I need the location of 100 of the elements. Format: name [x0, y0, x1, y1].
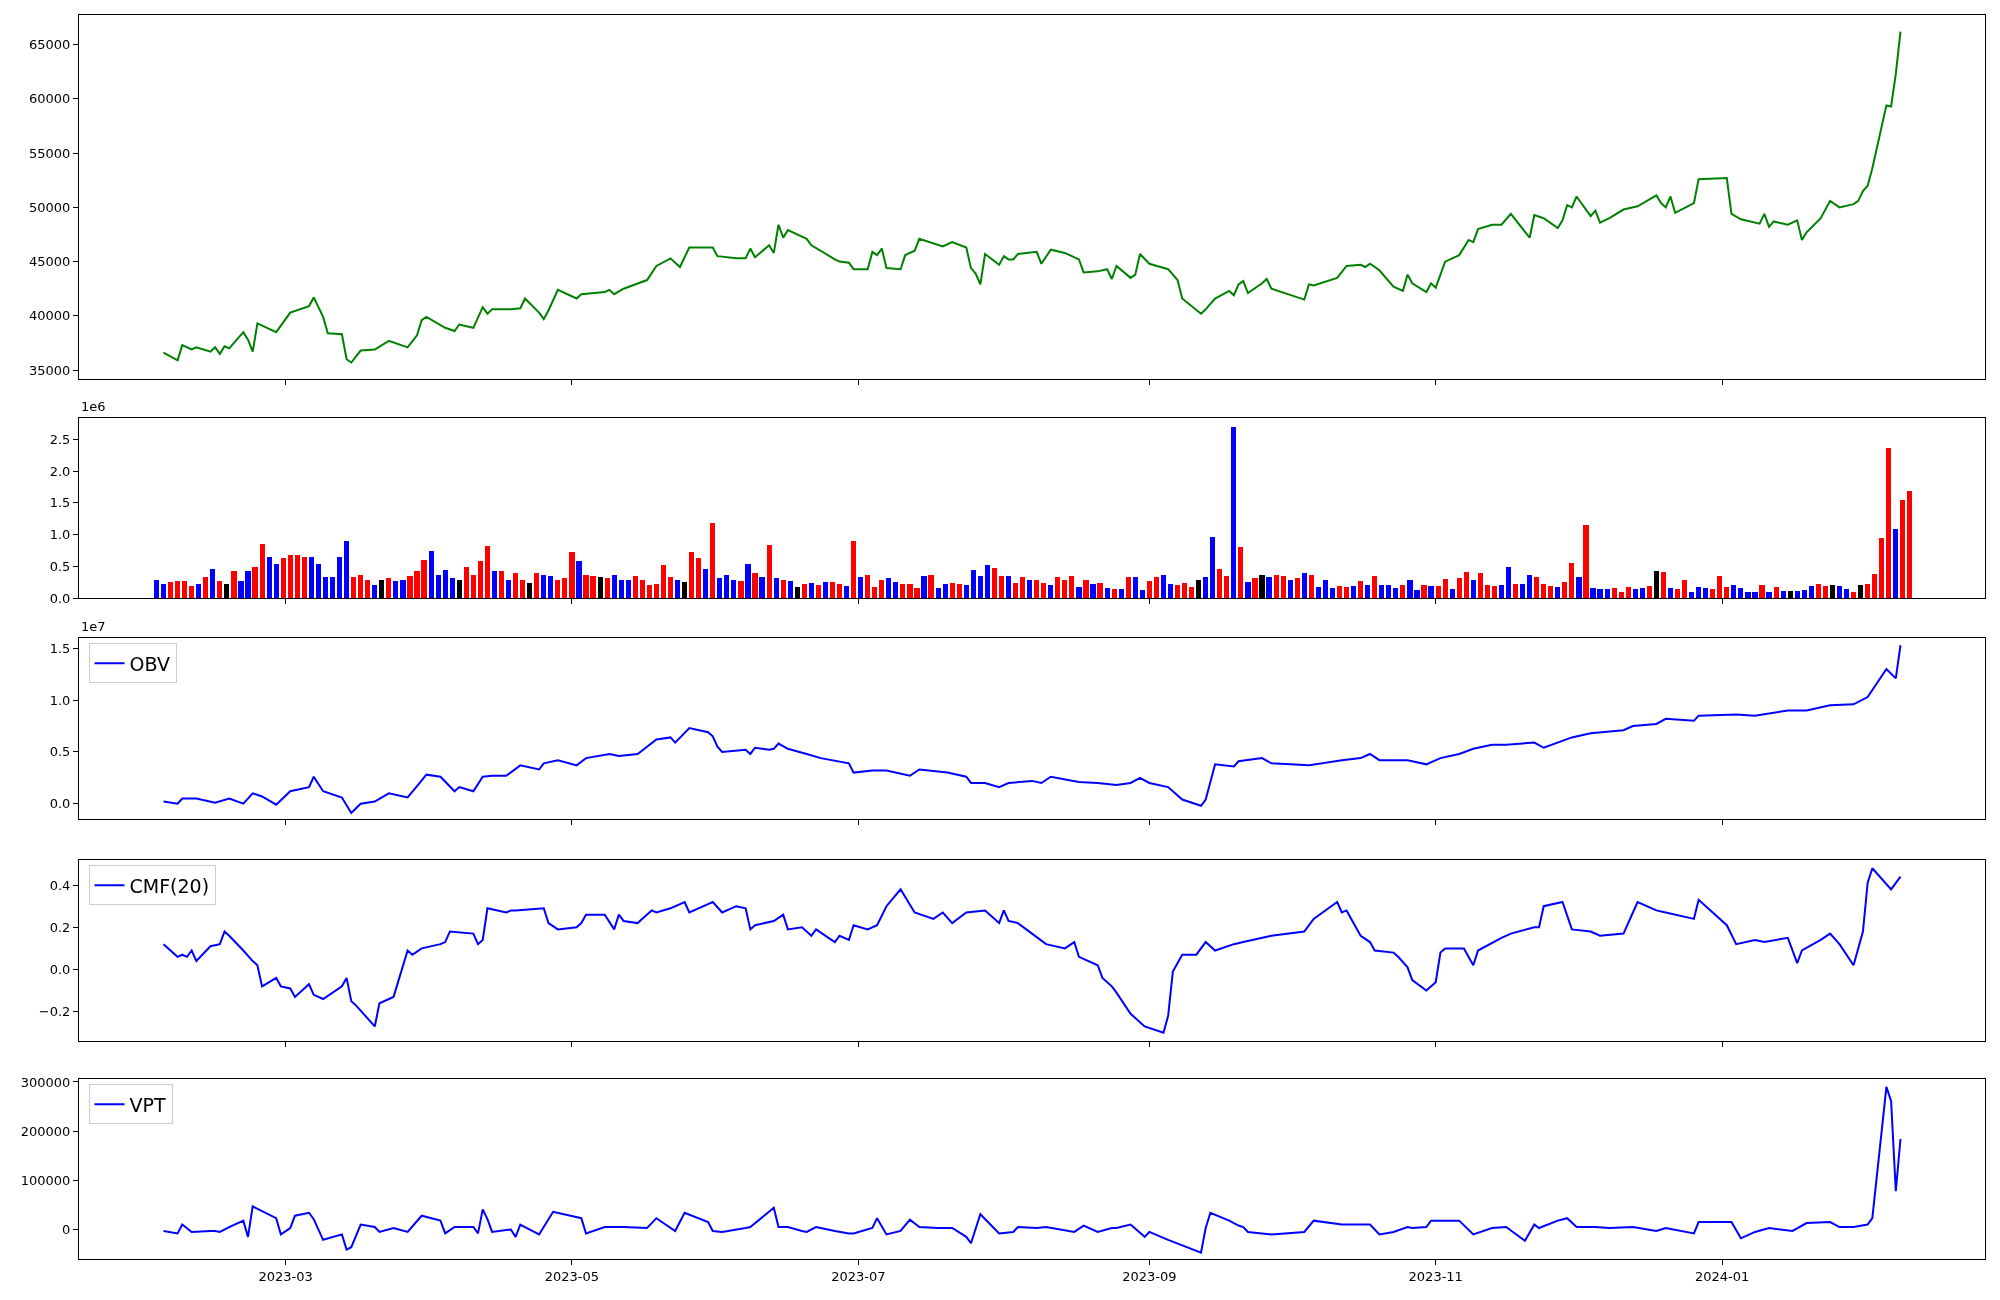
bar: [365, 579, 371, 598]
bar: [1872, 573, 1878, 598]
bar: [949, 582, 955, 598]
bar: [1231, 426, 1237, 598]
bar: [1583, 524, 1589, 598]
bar: [1048, 585, 1054, 598]
bar: [780, 580, 786, 598]
bar: [1336, 585, 1343, 598]
bar: [1618, 592, 1624, 598]
bar: [766, 545, 772, 598]
bar: [576, 561, 582, 598]
bar: [513, 573, 519, 598]
bar: [1541, 584, 1547, 598]
x-tick-label: 2023-11: [1408, 1268, 1463, 1284]
bar: [1266, 577, 1272, 598]
bar: [1358, 580, 1364, 598]
bar: [703, 568, 709, 598]
bar: [1062, 579, 1068, 598]
bar: [1301, 573, 1307, 598]
bar: [1836, 585, 1843, 598]
bar: [1689, 592, 1695, 598]
bar: [1181, 582, 1188, 598]
bar: [442, 570, 448, 598]
bar: [1104, 587, 1110, 598]
bar: [1076, 587, 1082, 598]
bar: [449, 578, 455, 598]
bar: [1111, 589, 1117, 598]
bar: [759, 577, 765, 598]
bar: [358, 574, 364, 598]
bar: [1400, 585, 1406, 598]
bar: [1421, 585, 1427, 598]
bar: [386, 578, 392, 598]
bar: [1886, 448, 1892, 598]
bar: [1167, 584, 1174, 598]
bar: [1604, 589, 1610, 598]
bar: [1343, 587, 1350, 598]
bar: [1217, 568, 1223, 598]
bar: [196, 584, 202, 598]
bar: [639, 580, 645, 598]
bar: [1674, 589, 1681, 598]
bar: [534, 573, 540, 598]
bar: [266, 557, 272, 598]
bar: [541, 574, 547, 598]
bar: [1287, 579, 1293, 598]
bar: [1534, 577, 1540, 598]
bar: [773, 578, 779, 598]
bar: [1667, 587, 1674, 598]
bar: [928, 574, 934, 598]
bar: [984, 564, 990, 598]
bar: [294, 555, 300, 598]
bar: [210, 568, 216, 598]
y-tick-label: 45000: [29, 254, 71, 270]
y-tick-label: 0.5: [49, 558, 71, 574]
bar: [344, 540, 350, 598]
y-tick-label: 0.2: [49, 919, 71, 935]
bar: [1125, 577, 1131, 598]
bar: [322, 577, 329, 598]
y-tick-label: 60000: [29, 91, 71, 107]
x-tick-label: 2023-09: [1122, 1268, 1177, 1284]
bar: [787, 580, 793, 598]
bar: [175, 580, 181, 598]
bar: [1815, 584, 1821, 598]
bar: [1484, 585, 1490, 598]
bar: [1315, 587, 1321, 598]
bar: [1773, 587, 1779, 598]
bar: [879, 579, 885, 598]
bar: [815, 585, 821, 598]
bar: [1766, 592, 1772, 598]
text: 1e7: [81, 619, 106, 634]
bar: [696, 558, 702, 598]
bar: [1372, 575, 1378, 598]
bar: [1527, 575, 1533, 598]
bar: [562, 578, 568, 598]
bar: [1576, 577, 1582, 598]
bar: [1865, 584, 1871, 598]
x-tick-label: 2023-03: [258, 1268, 313, 1284]
line-series: [162, 30, 1902, 364]
bar: [998, 575, 1005, 598]
bar: [1900, 500, 1906, 598]
bar: [886, 578, 892, 598]
bar: [1822, 585, 1828, 598]
bar: [1027, 579, 1033, 598]
bar: [280, 558, 286, 598]
x-tick-label: 2023-07: [831, 1268, 886, 1284]
y-tick-label: 0.5: [49, 744, 71, 760]
bar: [1041, 582, 1047, 598]
bar: [1294, 578, 1300, 598]
legend-label: OBV: [129, 652, 170, 675]
bar: [167, 582, 174, 598]
y-tick-label: 50000: [29, 199, 71, 215]
legend-label: CMF(20): [129, 874, 210, 897]
bar: [477, 561, 483, 598]
bar: [1463, 571, 1469, 598]
bar: [1139, 590, 1145, 598]
bar: [1386, 585, 1392, 598]
bar: [1097, 582, 1103, 598]
bar: [1759, 585, 1765, 598]
y-tick-label: 55000: [29, 145, 71, 161]
bar: [970, 570, 976, 598]
bar: [1703, 587, 1709, 598]
